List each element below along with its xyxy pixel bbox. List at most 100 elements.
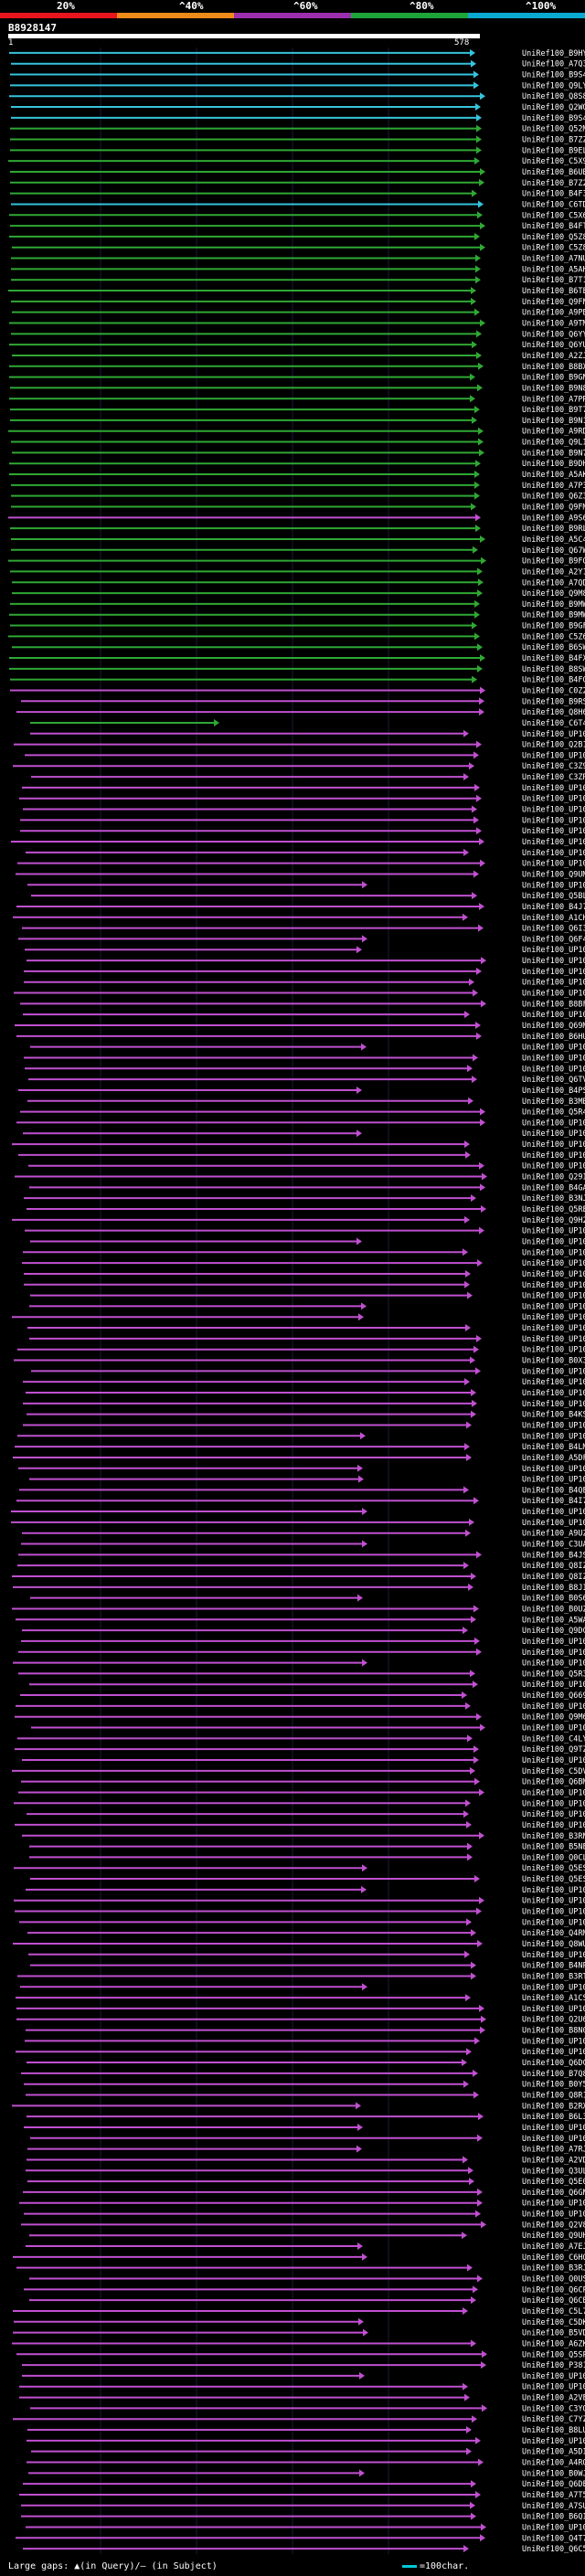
hit-arrow <box>482 2350 487 2359</box>
hit-arrow <box>464 1215 470 1224</box>
legend-scale-line <box>402 2564 417 2568</box>
hit-label: UniRef100_UP1000.. <box>522 1162 585 1171</box>
hit-arrow <box>477 2188 483 2196</box>
hit-arrow <box>472 416 477 424</box>
hit-label: UniRef100_Q9M624 <box>522 1713 585 1723</box>
hit-label: UniRef100_UP1000.. <box>522 1151 585 1161</box>
hit-label: UniRef100_C5X9W1 <box>522 157 585 166</box>
hit-arrow <box>465 1269 471 1277</box>
hit-label: UniRef100_UP1000.. <box>522 1799 585 1808</box>
hit-arrow <box>471 1616 476 1624</box>
hit-arrow <box>362 1508 367 1516</box>
hit-arrow <box>357 2242 363 2251</box>
hit-label: UniRef100_Q2U6D0 <box>522 2016 585 2025</box>
hit-label: UniRef100_Q2WQJ3 <box>522 103 585 112</box>
hit-label: UniRef100_UP1000.. <box>522 2372 585 2381</box>
hit-label: UniRef100_C3Z9N1 <box>522 762 585 771</box>
hit-arrow <box>474 632 480 641</box>
hit-label: UniRef100_A6ZKL4 <box>522 2339 585 2348</box>
hit-label: UniRef100_B4J7H3 <box>522 903 585 912</box>
hit-label: UniRef100_A9UZD9 <box>522 1530 585 1539</box>
hit-arrow <box>470 373 475 381</box>
hit-label: UniRef100_Q9H2H9 <box>522 1216 585 1225</box>
hit-arrow <box>463 1627 468 1635</box>
hit-label: UniRef100_B9T738 <box>522 406 585 415</box>
hit-label: UniRef100_UP1000.. <box>522 1465 585 1474</box>
hit-label: UniRef100_Q9M8L9 <box>522 589 585 599</box>
hit-arrow <box>466 1918 472 1926</box>
hit-arrow <box>474 157 480 165</box>
hit-arrow <box>476 967 482 975</box>
scale-segment <box>0 13 117 18</box>
legend-scale: =100char. <box>402 2561 469 2571</box>
hit-label: UniRef100_Q67WP1 <box>522 546 585 556</box>
hit-label: UniRef100_B4PSG3 <box>522 1087 585 1096</box>
hit-arrow <box>362 1864 367 1872</box>
hit-label: UniRef100_Q3ULJ0 <box>522 2167 585 2176</box>
hit-label: UniRef100_A5WAU0 <box>522 1616 585 1625</box>
hit-label: UniRef100_Q52MB0 <box>522 125 585 134</box>
hit-arrow <box>362 935 367 943</box>
hit-arrow <box>477 589 483 598</box>
hit-label: UniRef100_Q6DEL1 <box>522 2480 585 2489</box>
hit-label: UniRef100_UP1000.. <box>522 1044 585 1053</box>
hit-arrow <box>477 664 483 673</box>
hit-label: UniRef100_A9TM90 <box>522 319 585 328</box>
hit-label: UniRef100_UP1000.. <box>522 2048 585 2057</box>
hit-arrow <box>470 2501 475 2509</box>
hit-arrow <box>480 222 485 230</box>
hit-label: UniRef100_Q6YUT5 <box>522 341 585 350</box>
hit-arrow <box>462 1691 467 1700</box>
hit-arrow <box>362 1983 367 1991</box>
hit-label: UniRef100_UP1000.. <box>522 1378 585 1387</box>
hit-label: UniRef100_UP1000.. <box>522 1011 585 1020</box>
hit-label: UniRef100_B6UB15 <box>522 168 585 177</box>
hit-label: UniRef100_UP1000.. <box>522 2005 585 2014</box>
hit-arrow <box>464 1140 470 1149</box>
hit-label: UniRef100_B9S4A2 <box>522 114 585 123</box>
query-end: 578 <box>454 38 470 48</box>
hit-label: UniRef100_Q9DCP2 <box>522 1627 585 1636</box>
hit-label: UniRef100_UP1000.. <box>522 806 585 815</box>
hit-label: UniRef100_Q5R3G8 <box>522 1670 585 1679</box>
hit-label: UniRef100_A7RJI0 <box>522 2146 585 2155</box>
hit-arrow <box>475 276 481 284</box>
query-name: B8928147 <box>8 22 57 34</box>
hit-label: UniRef100_B0UZM2 <box>522 1605 585 1614</box>
hit-label: UniRef100_B8LU13 <box>522 2426 585 2435</box>
hit-label: UniRef100_UP1000.. <box>522 881 585 890</box>
hit-arrow <box>467 1291 473 1299</box>
hit-arrow <box>473 1497 479 1505</box>
hit-label: UniRef100_A9RDX9 <box>522 428 585 437</box>
hit-arrow <box>480 1118 485 1127</box>
hit-arrow <box>480 686 485 694</box>
hit-label: UniRef100_C7YZL2 <box>522 2415 585 2424</box>
hit-arrow <box>475 525 481 533</box>
hit-label: UniRef100_UP1000.. <box>522 1659 585 1669</box>
hit-label: UniRef100_UP1000.. <box>522 2124 585 2133</box>
hit-arrow <box>463 1562 469 1570</box>
hit-label: UniRef100_Q69MI3 <box>522 1022 585 1031</box>
hit-label: UniRef100_A5C4H1 <box>522 535 585 545</box>
hit-label: UniRef100_B0X3P7 <box>522 1357 585 1366</box>
hit-label: UniRef100_B6SWR7 <box>522 643 585 652</box>
hit-label: UniRef100_B8SWV0 <box>522 665 585 674</box>
hit-label: UniRef100_Q5Z8W2 <box>522 233 585 242</box>
hit-arrow <box>465 1529 471 1537</box>
hit-label: UniRef100_B4LMF5 <box>522 1443 585 1452</box>
hit-arrow <box>465 1994 471 2002</box>
hit-arrow <box>478 427 484 435</box>
hit-arrow <box>465 1324 471 1332</box>
hit-label: UniRef100_UP1000.. <box>522 1118 585 1128</box>
scale-segment <box>234 13 351 18</box>
hit-arrow <box>471 2512 476 2520</box>
hit-arrow <box>471 1410 476 1418</box>
hit-arrow <box>474 610 480 619</box>
hit-label: UniRef100_B8N0W0 <box>522 2027 585 2036</box>
hit-arrow <box>360 1432 366 1440</box>
hit-label: UniRef100_Q6C5B3 <box>522 2545 585 2554</box>
hit-arrow <box>473 870 479 878</box>
hit-arrow <box>363 2328 368 2337</box>
hit-arrow <box>471 1972 476 1980</box>
